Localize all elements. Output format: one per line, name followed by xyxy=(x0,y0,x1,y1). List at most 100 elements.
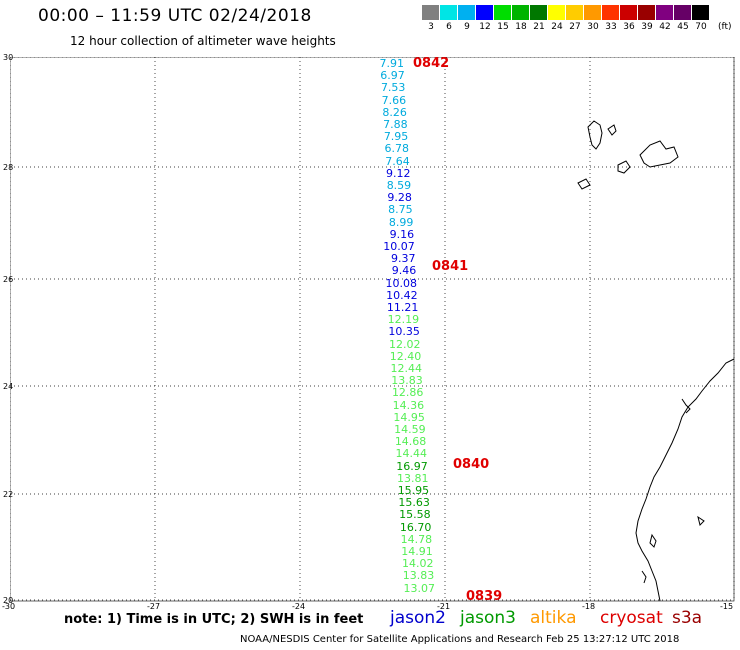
wave-height-value: 8.59 xyxy=(386,179,412,192)
scale-label: 39 xyxy=(641,22,653,32)
wave-height-value: 12.19 xyxy=(387,313,420,327)
wave-height-value: 9.16 xyxy=(389,227,415,241)
wave-height-value: 15.95 xyxy=(397,484,430,497)
scale-swatch xyxy=(656,5,674,20)
wave-height-value: 9.28 xyxy=(387,191,412,205)
map-canvas xyxy=(10,57,735,602)
wave-height-value: 14.95 xyxy=(393,410,425,424)
wave-height-value: 9.12 xyxy=(385,166,411,180)
wave-height-value: 14.59 xyxy=(394,423,426,436)
latitude-label: 20 xyxy=(3,596,14,605)
scale-swatch xyxy=(422,5,440,20)
scale-label: 27 xyxy=(569,22,581,32)
wave-height-value: 10.08 xyxy=(385,276,417,290)
time-label: 0840 xyxy=(453,457,490,472)
longitude-label: -27 xyxy=(147,602,161,611)
scale-label: 3 xyxy=(428,22,434,32)
wave-height-value: 14.68 xyxy=(394,435,427,449)
wave-height-value: 15.58 xyxy=(399,508,431,522)
color-scale-bar xyxy=(422,5,710,21)
wave-height-value: 10.07 xyxy=(383,240,415,253)
wave-height-value: 13.81 xyxy=(396,471,429,485)
scale-swatch xyxy=(692,5,710,20)
scale-label: 9 xyxy=(464,22,470,32)
wave-height-value: 11.21 xyxy=(386,301,419,314)
wave-height-value: 8.26 xyxy=(382,105,407,119)
latitude-label: 30 xyxy=(3,53,14,62)
longitude-label: -18 xyxy=(582,602,596,611)
wave-height-value: 6.97 xyxy=(380,69,405,83)
satellite-legend-cryosat: cryosat xyxy=(600,608,663,628)
scale-swatch xyxy=(620,5,638,20)
scale-label: 21 xyxy=(533,22,545,32)
scale-swatch xyxy=(458,5,476,20)
wave-height-value: 12.86 xyxy=(391,386,424,400)
wave-height-value: 7.53 xyxy=(380,81,406,95)
longitude-label: -15 xyxy=(720,602,734,611)
time-label: 0842 xyxy=(413,56,450,71)
scale-label: 15 xyxy=(497,22,509,32)
scale-swatch xyxy=(512,5,530,20)
wave-height-value: 13.07 xyxy=(403,581,435,595)
scale-label: 45 xyxy=(677,22,689,32)
wave-height-value: 7.95 xyxy=(383,130,409,144)
canary-islands xyxy=(577,120,679,190)
scale-label: 70 xyxy=(695,22,707,32)
latitude-label: 28 xyxy=(3,163,14,172)
wave-height-value: 16.70 xyxy=(399,520,432,534)
note-text: note: 1) Time is in UTC; 2) SWH is in fe… xyxy=(64,612,364,627)
longitude-label: -21 xyxy=(437,602,451,611)
scale-label: 6 xyxy=(446,22,452,32)
color-scale-unit: (ft) xyxy=(718,22,732,32)
wave-height-value: 14.91 xyxy=(401,545,433,558)
wave-height-value: 14.44 xyxy=(395,447,428,461)
wave-height-value: 7.88 xyxy=(383,118,408,131)
wave-height-value: 16.97 xyxy=(396,459,428,473)
wave-height-value: 6.78 xyxy=(384,142,410,156)
scale-label: 33 xyxy=(605,22,617,32)
scale-swatch xyxy=(476,5,494,20)
scale-swatch xyxy=(584,5,602,20)
wave-height-value: 12.40 xyxy=(389,349,422,363)
scale-swatch xyxy=(530,5,548,20)
wave-height-value: 14.02 xyxy=(402,557,434,571)
latitude-label: 24 xyxy=(3,382,14,391)
scale-label: 18 xyxy=(515,22,527,32)
longitude-label: -24 xyxy=(292,602,306,611)
scale-swatch xyxy=(548,5,566,20)
wave-height-value: 12.02 xyxy=(389,337,421,351)
longitude-label: -30 xyxy=(2,602,16,611)
latitude-label: 26 xyxy=(3,275,14,284)
satellite-legend-altika: altika xyxy=(530,608,577,628)
wave-height-value: 7.66 xyxy=(381,93,407,107)
footer-credit: NOAA/NESDIS Center for Satellite Applica… xyxy=(240,634,680,645)
coastline-africa xyxy=(635,358,735,602)
wave-height-value: 15.63 xyxy=(398,496,430,510)
scale-label: 36 xyxy=(623,22,635,32)
graticule xyxy=(10,57,735,601)
color-scale-labels: 3 6 9 12 15 18 21 24 27 30 33 36 39 42 45 70 xyxy=(422,22,710,32)
satellite-legend-s3a: s3a xyxy=(672,608,703,628)
time-label: 0839 xyxy=(466,589,503,604)
satellite-legend-jason2: jason2 xyxy=(390,608,446,628)
scale-swatch xyxy=(602,5,620,20)
wave-height-value: 13.83 xyxy=(391,374,423,388)
wave-height-value: 9.37 xyxy=(391,252,416,266)
map-title: 00:00 – 11:59 UTC 02/24/2018 xyxy=(38,6,312,26)
wave-height-value: 7.64 xyxy=(385,154,410,168)
wave-height-value: 14.78 xyxy=(400,532,433,546)
scale-swatch xyxy=(440,5,458,20)
wave-height-value: 14.36 xyxy=(392,398,425,412)
satellite-legend-jason3: jason3 xyxy=(460,608,516,628)
scale-label: 24 xyxy=(551,22,563,32)
wave-height-value: 13.83 xyxy=(402,569,435,583)
wave-height-value: 8.99 xyxy=(388,215,414,229)
wave-height-value: 12.44 xyxy=(390,362,423,375)
wave-height-value: 8.75 xyxy=(388,203,413,217)
wave-height-value: 10.42 xyxy=(386,288,418,302)
scale-swatch xyxy=(638,5,656,20)
wave-height-value: 7.91 xyxy=(379,57,405,70)
scale-swatch xyxy=(494,5,512,20)
scale-swatch xyxy=(674,5,692,20)
scale-swatch xyxy=(566,5,584,20)
